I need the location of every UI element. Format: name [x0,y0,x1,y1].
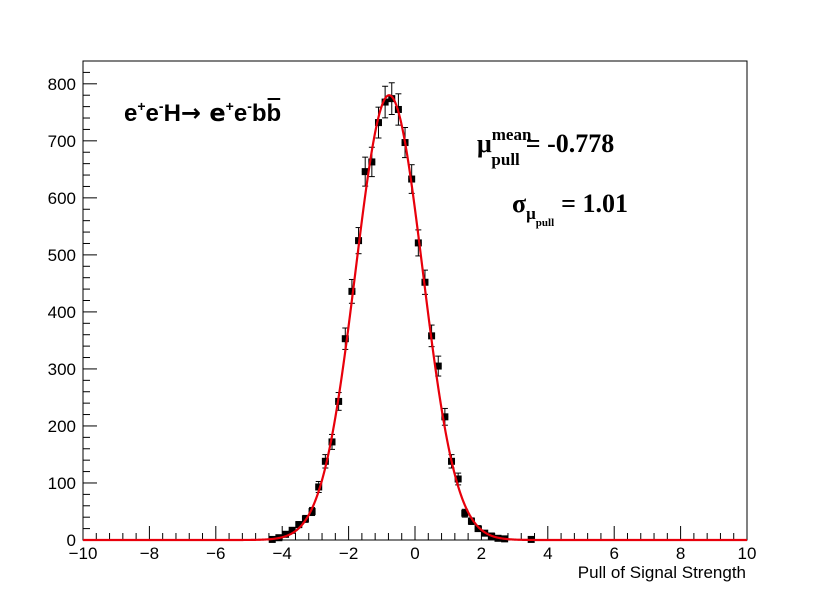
data-point [388,82,396,116]
x-tick-label: −10 [69,544,98,563]
data-point-marker [374,119,382,127]
data-point-marker [474,525,482,533]
y-tick-label: 500 [48,246,76,265]
data-point-marker [461,509,469,517]
data-point-marker [288,526,296,534]
y-tick-label: 400 [48,303,76,322]
x-tick-label: 4 [543,544,552,563]
data-point-marker [381,98,389,106]
data-point-marker [282,530,290,538]
data-point-marker [434,362,442,370]
y-tick-label: 200 [48,417,76,436]
tick-labels: −10 −8 −6 −4 −2 0 2 4 6 8 100100200300400500600700… [48,75,757,563]
data-point-marker [441,413,449,421]
x-tick-label: −2 [339,544,358,563]
x-tick-label: 8 [676,544,685,563]
y-tick-label: 0 [67,531,76,550]
data-point-marker [454,475,462,483]
x-tick-label: 6 [609,544,618,563]
data-point-marker [361,168,369,176]
process-label: e+e-H→ e+e-bb [124,98,281,127]
data-point-marker [321,457,329,465]
plot-frame [82,60,748,541]
sigma-label: σμpull= 1.01 [512,189,628,229]
data-point-marker [295,521,303,529]
y-tick-label: 800 [48,75,76,94]
data-point-marker [308,507,316,515]
x-tick-label: 2 [477,544,486,563]
x-tick-label: 0 [410,544,419,563]
data-point [434,355,442,377]
x-axis-title: Pull of Signal Strength [578,563,746,582]
data-point-marker [368,158,376,166]
data-point [461,508,469,518]
x-tick-label: 10 [738,544,757,563]
x-tick-label: −6 [206,544,225,563]
data-point-marker [328,438,336,446]
y-tick-label: 700 [48,132,76,151]
x-tick-label: −8 [140,544,159,563]
x-tick-label: −4 [273,544,292,563]
data-point-marker [341,335,349,343]
mean-label: μmean pull= -0.778 [477,125,614,169]
fit-curve [83,94,747,542]
data-point-marker [467,517,475,525]
axes [82,60,748,541]
y-tick-label: 100 [48,474,76,493]
y-tick-label: 600 [48,189,76,208]
y-tick-label: 300 [48,360,76,379]
data-point-marker [388,95,396,103]
data-point-marker [315,483,323,491]
